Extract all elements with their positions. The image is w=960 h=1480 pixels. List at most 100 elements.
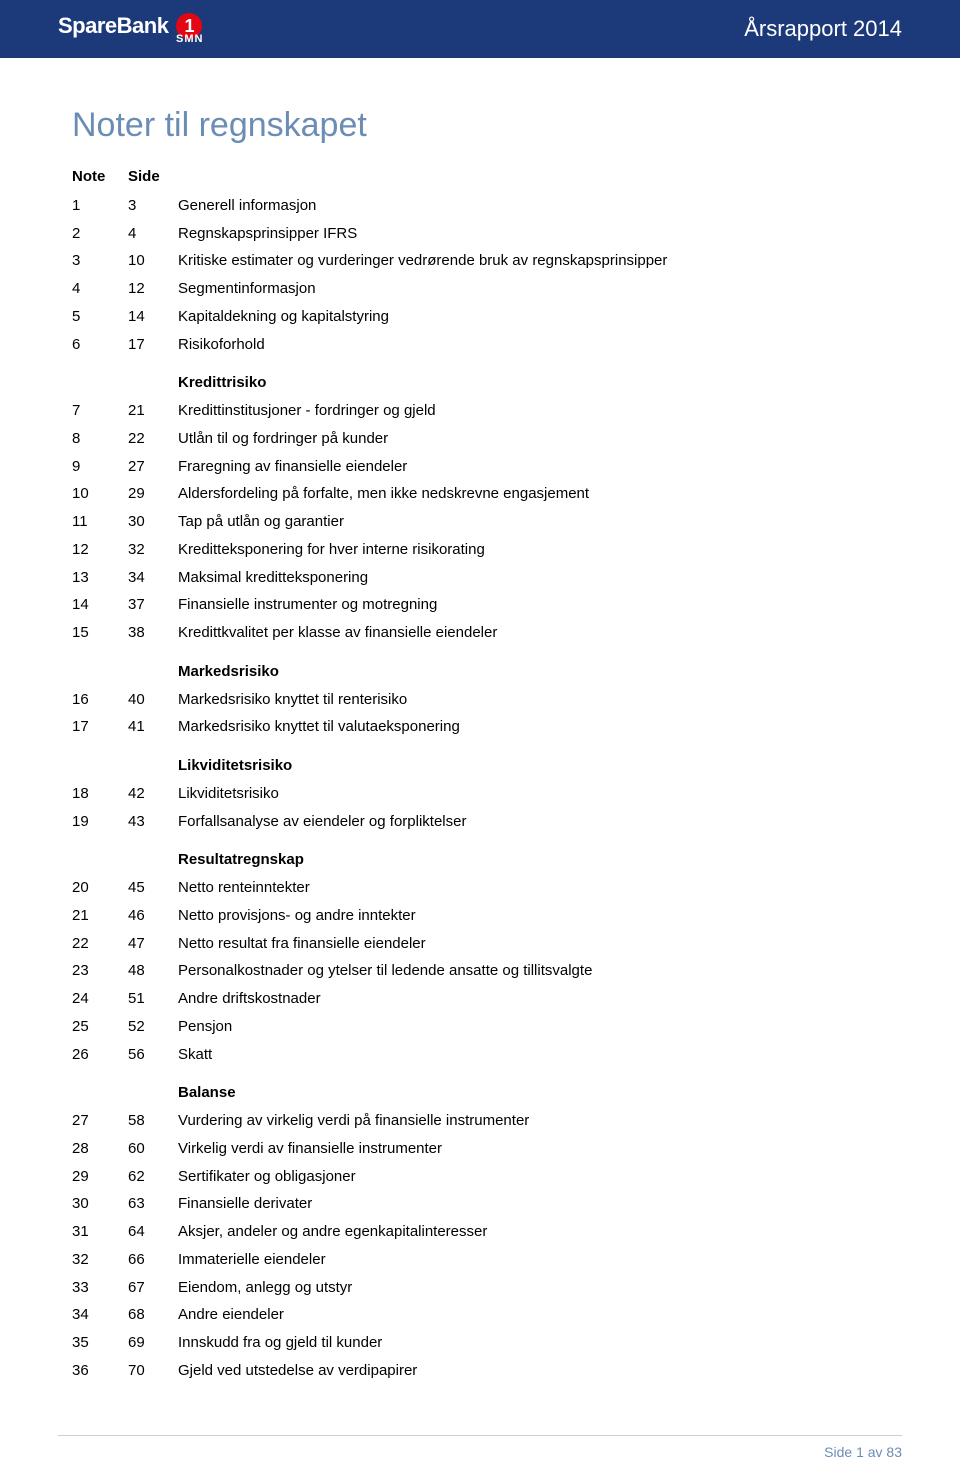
- toc-description: Likviditetsrisiko: [178, 780, 888, 808]
- toc-description: Generell informasjon: [178, 192, 888, 220]
- toc-note-number: 17: [72, 713, 128, 741]
- toc-page-number: 58: [128, 1107, 178, 1135]
- toc-description: Virkelig verdi av finansielle instrument…: [178, 1135, 888, 1163]
- toc-description: Andre eiendeler: [178, 1301, 888, 1329]
- toc-note-number: 22: [72, 930, 128, 958]
- toc-row: 2045Netto renteinntekter: [72, 874, 888, 902]
- toc-page-number: 21: [128, 397, 178, 425]
- toc-row: 2348Personalkostnader og ytelser til led…: [72, 957, 888, 985]
- toc-note-number: 19: [72, 808, 128, 836]
- toc-page-number: 48: [128, 957, 178, 985]
- toc-description: Skatt: [178, 1041, 888, 1069]
- toc-description: Kredittinstitusjoner - fordringer og gje…: [178, 397, 888, 425]
- toc-note-number: 25: [72, 1013, 128, 1041]
- toc-note-number: 24: [72, 985, 128, 1013]
- toc-note-number: 20: [72, 874, 128, 902]
- toc-page-number: 27: [128, 453, 178, 481]
- toc-page-number: 67: [128, 1274, 178, 1302]
- toc-page-number: 63: [128, 1190, 178, 1218]
- toc-description: Immaterielle eiendeler: [178, 1246, 888, 1274]
- toc-note-number: 8: [72, 425, 128, 453]
- toc-description: Forfallsanalyse av eiendeler og forplikt…: [178, 808, 888, 836]
- toc-header-row: NoteSide: [72, 163, 888, 192]
- toc-note-number: 9: [72, 453, 128, 481]
- col-header-note: Note: [72, 163, 128, 192]
- toc-row: 2962Sertifikater og obligasjoner: [72, 1163, 888, 1191]
- toc-note-number: 7: [72, 397, 128, 425]
- toc-note-number: 27: [72, 1107, 128, 1135]
- toc-note-number: 33: [72, 1274, 128, 1302]
- toc-page-number: 42: [128, 780, 178, 808]
- section-heading-text: Kredittrisiko: [178, 358, 888, 397]
- toc-page-number: 30: [128, 508, 178, 536]
- toc-page-number: 12: [128, 275, 178, 303]
- toc-row: 2552Pensjon: [72, 1013, 888, 1041]
- toc-page-number: 29: [128, 480, 178, 508]
- toc-note-number: 21: [72, 902, 128, 930]
- toc-row: 1232Kreditteksponering for hver interne …: [72, 536, 888, 564]
- toc-page-number: 40: [128, 686, 178, 714]
- toc-row: 1943Forfallsanalyse av eiendeler og forp…: [72, 808, 888, 836]
- toc-description: Innskudd fra og gjeld til kunder: [178, 1329, 888, 1357]
- toc-note-number: 2: [72, 220, 128, 248]
- toc-row: 822Utlån til og fordringer på kunder: [72, 425, 888, 453]
- toc-page-number: 70: [128, 1357, 178, 1385]
- content-area: Noter til regnskapet NoteSide13Generell …: [0, 58, 960, 1405]
- toc-row: 3569Innskudd fra og gjeld til kunder: [72, 1329, 888, 1357]
- toc-row: 1538Kredittkvalitet per klasse av finans…: [72, 619, 888, 647]
- section-heading-text: Likviditetsrisiko: [178, 741, 888, 780]
- toc-row: 3468Andre eiendeler: [72, 1301, 888, 1329]
- toc-row: 3367Eiendom, anlegg og utstyr: [72, 1274, 888, 1302]
- toc-section-heading: Markedsrisiko: [72, 647, 888, 686]
- toc-row: 1640Markedsrisiko knyttet til renterisik…: [72, 686, 888, 714]
- toc-section-heading: Balanse: [72, 1068, 888, 1107]
- toc-page-number: 66: [128, 1246, 178, 1274]
- toc-note-number: 16: [72, 686, 128, 714]
- toc-row: 2247Netto resultat fra finansielle eiend…: [72, 930, 888, 958]
- toc-description: Pensjon: [178, 1013, 888, 1041]
- toc-note-number: 18: [72, 780, 128, 808]
- toc-row: 2860Virkelig verdi av finansielle instru…: [72, 1135, 888, 1163]
- toc-description: Tap på utlån og garantier: [178, 508, 888, 536]
- toc-page-number: 10: [128, 247, 178, 275]
- toc-description: Maksimal kreditteksponering: [178, 564, 888, 592]
- toc-description: Regnskapsprinsipper IFRS: [178, 220, 888, 248]
- toc-section-heading: Likviditetsrisiko: [72, 741, 888, 780]
- toc-row: 13Generell informasjon: [72, 192, 888, 220]
- toc-page-number: 47: [128, 930, 178, 958]
- toc-page-number: 64: [128, 1218, 178, 1246]
- toc-description: Andre driftskostnader: [178, 985, 888, 1013]
- toc-page-number: 32: [128, 536, 178, 564]
- toc-page-number: 4: [128, 220, 178, 248]
- toc-description: Aldersfordeling på forfalte, men ikke ne…: [178, 480, 888, 508]
- toc-row: 1130Tap på utlån og garantier: [72, 508, 888, 536]
- toc-page-number: 38: [128, 619, 178, 647]
- toc-row: 3670Gjeld ved utstedelse av verdipapirer: [72, 1357, 888, 1385]
- toc-note-number: 11: [72, 508, 128, 536]
- toc-note-number: 10: [72, 480, 128, 508]
- toc-page-number: 69: [128, 1329, 178, 1357]
- toc-section-heading: Resultatregnskap: [72, 835, 888, 874]
- toc-row: 617Risikoforhold: [72, 331, 888, 359]
- toc-row: 927Fraregning av finansielle eiendeler: [72, 453, 888, 481]
- toc-description: Sertifikater og obligasjoner: [178, 1163, 888, 1191]
- toc-note-number: 3: [72, 247, 128, 275]
- toc-page-number: 34: [128, 564, 178, 592]
- toc-row: 1029Aldersfordeling på forfalte, men ikk…: [72, 480, 888, 508]
- toc-description: Risikoforhold: [178, 331, 888, 359]
- toc-description: Utlån til og fordringer på kunder: [178, 425, 888, 453]
- toc-note-number: 5: [72, 303, 128, 331]
- toc-row: 412Segmentinformasjon: [72, 275, 888, 303]
- toc-description: Finansielle derivater: [178, 1190, 888, 1218]
- toc-note-number: 15: [72, 619, 128, 647]
- toc-page-number: 41: [128, 713, 178, 741]
- toc-row: 2656Skatt: [72, 1041, 888, 1069]
- toc-note-number: 23: [72, 957, 128, 985]
- toc-note-number: 26: [72, 1041, 128, 1069]
- toc-note-number: 28: [72, 1135, 128, 1163]
- toc-row: 2451Andre driftskostnader: [72, 985, 888, 1013]
- toc-section-heading: Kredittrisiko: [72, 358, 888, 397]
- toc-page-number: 14: [128, 303, 178, 331]
- toc-note-number: 35: [72, 1329, 128, 1357]
- toc-row: 3063Finansielle derivater: [72, 1190, 888, 1218]
